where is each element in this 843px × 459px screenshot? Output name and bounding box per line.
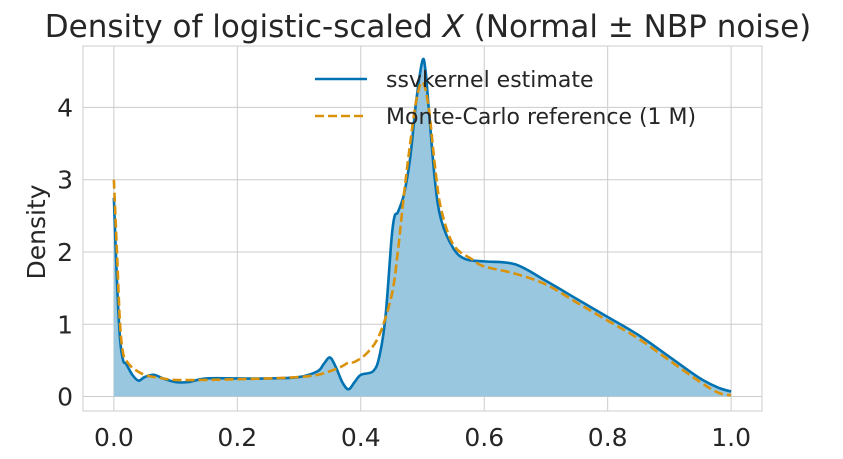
series-1-line: [112, 80, 732, 397]
x-tick-label: 0.0: [94, 423, 134, 452]
y-axis-label: Density: [22, 184, 51, 279]
x-tick-label: 1.0: [711, 423, 751, 452]
series-0-area: [113, 58, 732, 397]
y-axis: 0 1 2 3 4: [57, 93, 73, 411]
plot-frame: [82, 45, 763, 412]
legend-label-1: Monte-Carlo reference (1 M): [386, 105, 696, 130]
y-tick-label: 2: [57, 238, 73, 267]
y-tick-label: 0: [57, 383, 73, 412]
series-0-line: [112, 57, 732, 393]
x-tick-label: 0.4: [341, 423, 381, 452]
legend: ssvkernel estimate Monte-Carlo reference …: [315, 68, 696, 130]
y-tick-label: 4: [57, 93, 73, 122]
chart-title: Density of logistic-scaled X (Normal ± N…: [45, 9, 811, 45]
x-axis: 0.0 0.2 0.4 0.6 0.8 1.0: [94, 423, 751, 452]
y-tick-label: 1: [57, 310, 73, 339]
x-tick-label: 0.6: [464, 423, 504, 452]
y-tick-label: 3: [57, 166, 73, 195]
series-layer: [112, 57, 732, 397]
legend-label-0: ssvkernel estimate: [386, 68, 594, 93]
x-tick-label: 0.8: [588, 423, 628, 452]
x-tick-label: 0.2: [217, 423, 257, 452]
